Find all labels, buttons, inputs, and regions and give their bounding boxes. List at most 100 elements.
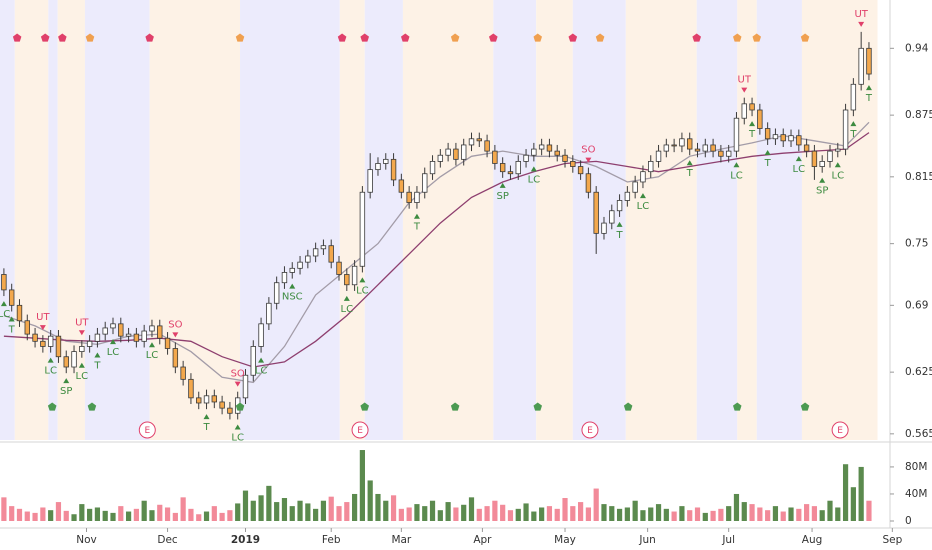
volume-bar	[367, 480, 373, 521]
candle-body	[320, 245, 327, 250]
candle-body	[180, 366, 186, 380]
signal-marker	[692, 33, 701, 42]
volume-bar	[63, 510, 69, 521]
annotation-label: LC	[730, 170, 743, 181]
earnings-marker	[351, 421, 369, 439]
candle-body	[203, 395, 210, 404]
volume-bar	[539, 507, 545, 521]
volume-bar	[40, 507, 46, 521]
annotation-label: LC	[231, 432, 244, 443]
annotation-arrow	[795, 156, 802, 162]
volume-bar	[804, 504, 810, 521]
annotation-label: LC	[356, 285, 369, 296]
volume-bar	[219, 512, 225, 521]
x-tick-label: Nov	[76, 534, 97, 546]
candle-body	[648, 161, 654, 173]
volume-bar	[726, 506, 732, 521]
volume-bar	[632, 500, 638, 521]
candle-body	[523, 154, 529, 162]
volume-bar	[453, 507, 459, 521]
annotation-label: LC	[255, 366, 268, 377]
annotation-arrow	[499, 182, 506, 188]
volume-bar	[48, 510, 54, 521]
annotation-label: LC	[637, 201, 650, 212]
candle-body	[40, 340, 46, 347]
annotation-label: T	[413, 222, 421, 233]
volume-bar	[484, 506, 490, 521]
annotation-arrow	[47, 357, 54, 363]
candle-body	[811, 150, 818, 167]
volume-bar	[235, 503, 241, 521]
candle-body	[133, 333, 140, 342]
volume-bar	[289, 506, 295, 521]
annotation-arrow	[234, 381, 241, 387]
candle-body	[632, 181, 638, 193]
signal-marker	[733, 33, 742, 42]
volume-bar	[749, 504, 755, 521]
candle-body	[788, 135, 794, 142]
candle-body	[453, 148, 459, 160]
candle-body	[515, 161, 521, 175]
volume-bar	[24, 511, 30, 521]
annotation-arrow	[530, 166, 537, 172]
signal-marker	[12, 33, 22, 42]
candle-body	[157, 325, 163, 339]
volume-bar	[648, 507, 654, 521]
annotation-arrow	[148, 342, 155, 348]
volume-bar	[780, 511, 786, 521]
signal-marker	[489, 33, 498, 42]
signal-marker	[85, 33, 95, 42]
annotation-label: SP	[496, 191, 508, 202]
earnings-label: E	[837, 426, 843, 436]
volume-bar	[71, 514, 77, 521]
annotation-arrow	[413, 213, 420, 219]
volume-bar	[336, 506, 342, 521]
session-band	[572, 0, 626, 440]
earnings-marker	[831, 421, 849, 439]
annotation-arrow	[733, 162, 740, 168]
volume-bar	[266, 485, 272, 521]
volume-bar	[429, 500, 436, 521]
volume-bar	[609, 506, 615, 521]
volume-bar	[624, 507, 630, 521]
candle-body	[266, 302, 272, 325]
candle-body	[422, 173, 428, 193]
volume-bar	[203, 511, 210, 521]
y-tick-label: 0.625	[905, 366, 932, 378]
volume-bar	[390, 495, 397, 521]
candle-body	[188, 378, 194, 399]
volume-bar	[79, 504, 85, 521]
signal-marker	[40, 33, 50, 42]
annotation-arrow	[741, 87, 748, 93]
earnings-label: E	[144, 426, 150, 436]
y-tick-label: 0.94	[905, 42, 929, 54]
x-tick-label: Jun	[638, 534, 655, 546]
annotation-label: SP	[816, 186, 828, 197]
annotation-label: LC	[793, 164, 806, 175]
candle-body	[102, 327, 108, 335]
annotation-label: SO	[168, 319, 182, 330]
volume-bar	[297, 500, 303, 521]
signal-marker	[235, 402, 245, 411]
volume-bar	[593, 488, 599, 521]
candle-body	[780, 134, 786, 142]
signal-marker	[360, 402, 369, 411]
annotation-label: T	[748, 129, 756, 140]
annotation-arrow	[8, 316, 15, 322]
signal-marker	[733, 402, 742, 411]
volume-bar	[305, 503, 311, 521]
candle-body	[757, 109, 763, 129]
candle-body	[616, 200, 623, 212]
annotation-label: T	[616, 230, 624, 241]
volume-bar	[772, 506, 779, 521]
volume-bar	[180, 497, 186, 521]
candle-body	[398, 179, 405, 193]
signal-marker	[595, 33, 605, 42]
y-tick-label: 0.565	[905, 428, 932, 440]
annotation-arrow	[343, 295, 350, 301]
signal-marker	[360, 33, 369, 42]
volume-bar	[476, 508, 482, 521]
annotation-arrow	[858, 21, 865, 27]
annotation-arrow	[819, 177, 826, 183]
